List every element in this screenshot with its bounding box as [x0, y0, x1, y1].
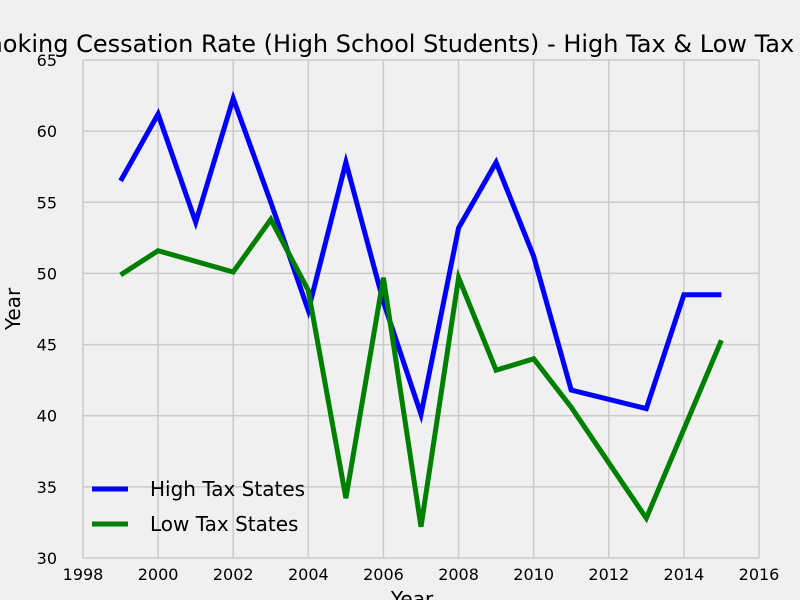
legend-label: High Tax States [150, 477, 305, 501]
y-tick-label: 60 [37, 122, 57, 141]
x-tick-label: 2016 [739, 565, 780, 584]
series-line-high-tax [118, 90, 722, 424]
x-tick-label: 2008 [438, 565, 479, 584]
y-tick-label: 30 [37, 549, 57, 568]
x-tick-label: 2012 [588, 565, 629, 584]
y-tick-label: 50 [37, 264, 57, 283]
x-tick-label: 2006 [363, 565, 404, 584]
chart-title: Smoking Cessation Rate (High School Stud… [0, 30, 800, 58]
legend-label: Low Tax States [150, 512, 298, 536]
y-tick-label: 55 [37, 193, 57, 212]
legend: High Tax States Low Tax States [92, 477, 305, 536]
y-tick-label: 45 [37, 336, 57, 355]
x-tick-label: 2010 [513, 565, 554, 584]
x-tick-label: 1998 [63, 565, 104, 584]
series-line-low-tax [119, 214, 724, 528]
x-tick-label: 2000 [138, 565, 179, 584]
x-tick-label: 2014 [664, 565, 705, 584]
y-tick-label: 35 [37, 478, 57, 497]
y-tick-label: 40 [37, 407, 57, 426]
y-axis-label: Year [1, 287, 25, 331]
series-lines [118, 90, 724, 528]
x-tick-label: 2002 [213, 565, 254, 584]
tick-labels: 1998 2000 2002 2004 2006 2008 2010 2012 2014 2016… [37, 51, 780, 584]
y-tick-label: 65 [37, 51, 57, 70]
x-tick-label: 2004 [288, 565, 329, 584]
x-axis-label: Year [390, 587, 434, 600]
